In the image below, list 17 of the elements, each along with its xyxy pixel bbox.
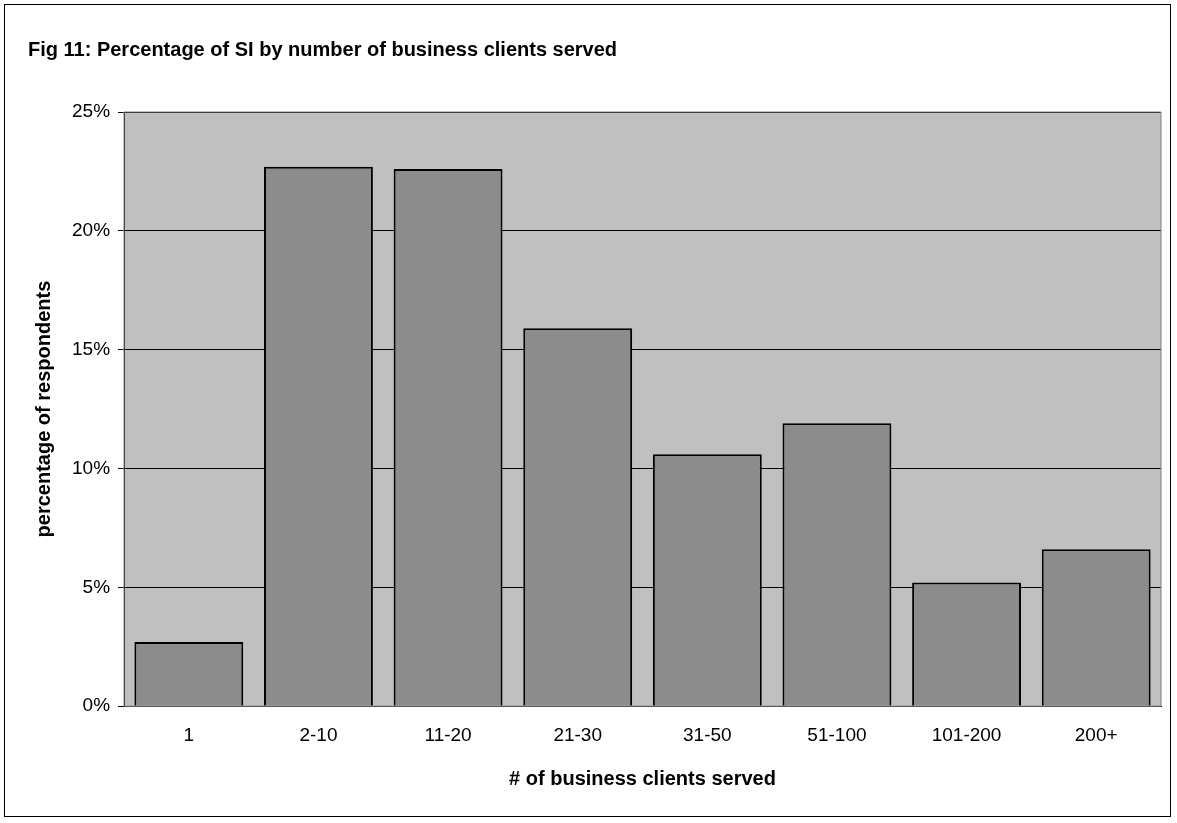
- y-tick-label: 5%: [82, 575, 111, 597]
- y-tick-label: 15%: [72, 337, 111, 359]
- y-tick-label: 10%: [72, 456, 111, 478]
- x-tick-label: 21-30: [553, 723, 603, 745]
- x-tick-label: 1: [183, 723, 195, 745]
- y-tick-label: 0%: [82, 694, 111, 716]
- x-tick-label: 31-50: [683, 723, 732, 745]
- x-tick-label: 51-100: [807, 723, 867, 745]
- y-axis-title: percentage of respondents: [31, 280, 54, 538]
- x-tick-label: 2-10: [299, 723, 338, 745]
- y-tick-label: 20%: [72, 219, 111, 241]
- chart-title: Fig 11: Percentage of SI by number of business clients served: [28, 37, 618, 60]
- x-tick-label: 101-200: [931, 723, 1002, 745]
- x-tick-label: 11-20: [424, 723, 472, 745]
- x-tick-label: 200+: [1074, 723, 1118, 745]
- y-tick-label: 25%: [72, 100, 111, 122]
- x-axis-title: # of business clients served: [509, 766, 776, 789]
